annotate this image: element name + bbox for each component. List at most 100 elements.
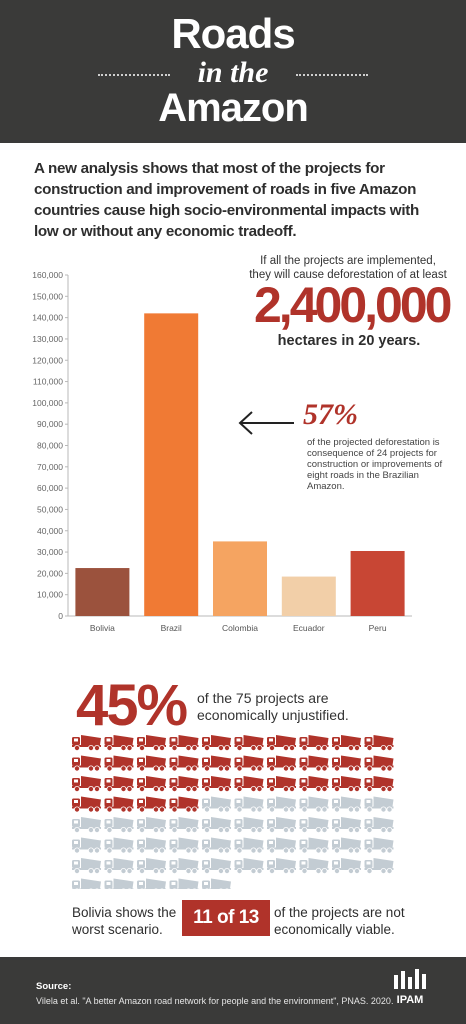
truck-icon	[234, 776, 264, 792]
truck-icon	[137, 776, 166, 792]
y-tick-label: 50,000	[37, 504, 63, 514]
pct57-description: of the projected deforestation is conseq…	[307, 437, 443, 492]
truck-icon	[364, 796, 394, 813]
truck-icon	[202, 735, 231, 751]
y-tick-label: 160,000	[32, 270, 63, 280]
truck-icon	[364, 817, 394, 833]
truck-icon	[72, 878, 101, 889]
truck-icon	[137, 817, 166, 833]
truck-icon	[299, 858, 329, 874]
y-tick-label: 30,000	[37, 547, 63, 557]
truck-icon	[104, 817, 134, 833]
truck-icon	[267, 817, 296, 833]
truck-icon	[364, 755, 394, 772]
truck-icon	[267, 837, 296, 854]
truck-icon	[364, 858, 394, 874]
not-viable-text: of the projects are not economically via…	[274, 904, 424, 938]
title-line-1: Roads	[171, 10, 295, 57]
y-tick-label: 80,000	[37, 441, 63, 451]
title-line-3: Amazon	[158, 86, 309, 130]
bar-peru	[350, 550, 405, 616]
truck-icon	[202, 755, 231, 772]
ipam-logo: IPAM	[394, 969, 426, 1006]
truck-icon	[104, 858, 134, 874]
truck-icon	[104, 755, 134, 772]
big-number: 2,400,000	[254, 277, 452, 333]
truck-icon	[202, 817, 231, 833]
truck-icon	[332, 755, 361, 772]
truck-icon	[72, 837, 101, 854]
truck-icon	[202, 878, 231, 889]
pct57-value: 57%	[303, 398, 358, 431]
footer	[0, 957, 466, 1024]
title-divider-right	[296, 74, 368, 76]
truck-icon	[169, 858, 199, 874]
y-tick-label: 10,000	[37, 590, 63, 600]
truck-icon	[72, 858, 101, 874]
truck-icon	[202, 837, 231, 854]
bar-ecuador	[281, 576, 336, 616]
truck-icon	[299, 735, 329, 751]
truck-icon	[332, 858, 361, 874]
y-tick-label: 20,000	[37, 568, 63, 578]
y-tick-label: 100,000	[32, 398, 63, 408]
y-tick-label: 90,000	[37, 419, 63, 429]
truck-icon	[202, 776, 231, 792]
source-label: Source:	[36, 981, 72, 992]
x-tick-label: Colombia	[222, 623, 258, 633]
x-tick-label: Bolivia	[90, 623, 115, 633]
truck-icon	[267, 735, 296, 751]
truck-icon	[234, 755, 264, 772]
truck-icon	[364, 735, 394, 751]
x-tick-label: Peru	[369, 623, 387, 633]
implemented-text: If all the projects are implemented, the…	[249, 255, 447, 281]
truck-icon	[104, 878, 134, 889]
truck-icon	[104, 837, 134, 854]
deforestation-bar-chart: 0 10,000 20,000 30,000 40,000 50,000 60,000 70,…	[32, 270, 412, 633]
source-text: Vilela et al. "A better Amazon road netw…	[36, 996, 394, 1006]
truck-icon	[364, 776, 394, 792]
truck-icon	[137, 878, 166, 889]
truck-icon	[234, 796, 264, 813]
y-tick-label: 130,000	[32, 334, 63, 344]
title-line-2: in the	[197, 56, 269, 89]
truck-icon	[72, 776, 101, 792]
x-tick-label: Ecuador	[293, 623, 325, 633]
truck-icon	[169, 837, 199, 854]
pct45-value: 45%	[76, 673, 188, 738]
y-tick-label: 120,000	[32, 355, 63, 365]
truck-icon	[299, 755, 329, 772]
truck-icon	[332, 837, 361, 854]
hectares-text: hectares in 20 years.	[277, 333, 421, 349]
truck-icon	[332, 735, 361, 751]
arrow-left-icon	[238, 411, 294, 435]
title-divider-left	[98, 74, 170, 76]
truck-icon	[234, 858, 264, 874]
truck-icon	[72, 817, 101, 833]
bolivia-text: Bolivia shows the worst scenario.	[72, 904, 182, 938]
bar-brazil	[144, 313, 199, 616]
truck-icon	[332, 776, 361, 792]
not-viable-line: of the projects are not economically via…	[274, 905, 405, 937]
bar-colombia	[213, 541, 267, 616]
truck-icon	[267, 755, 296, 772]
truck-icon	[234, 735, 264, 751]
truck-icon	[332, 817, 361, 833]
truck-icon	[234, 837, 264, 854]
truck-icon	[267, 796, 296, 813]
truck-icon	[364, 837, 394, 854]
truck-icon	[332, 796, 361, 813]
y-tick-label: 0	[58, 611, 63, 621]
truck-pictogram	[72, 735, 394, 889]
truck-icon	[72, 796, 101, 813]
y-tick-label: 40,000	[37, 526, 63, 536]
truck-icon	[137, 735, 166, 751]
truck-icon	[267, 858, 296, 874]
bolivia-badge: 11 of 13	[182, 900, 270, 936]
truck-icon	[234, 817, 264, 833]
header-banner: Roads in the Amazon	[0, 0, 466, 143]
truck-icon	[299, 776, 329, 792]
truck-icon	[169, 735, 199, 751]
truck-icon	[169, 796, 199, 813]
truck-icon	[137, 837, 166, 854]
